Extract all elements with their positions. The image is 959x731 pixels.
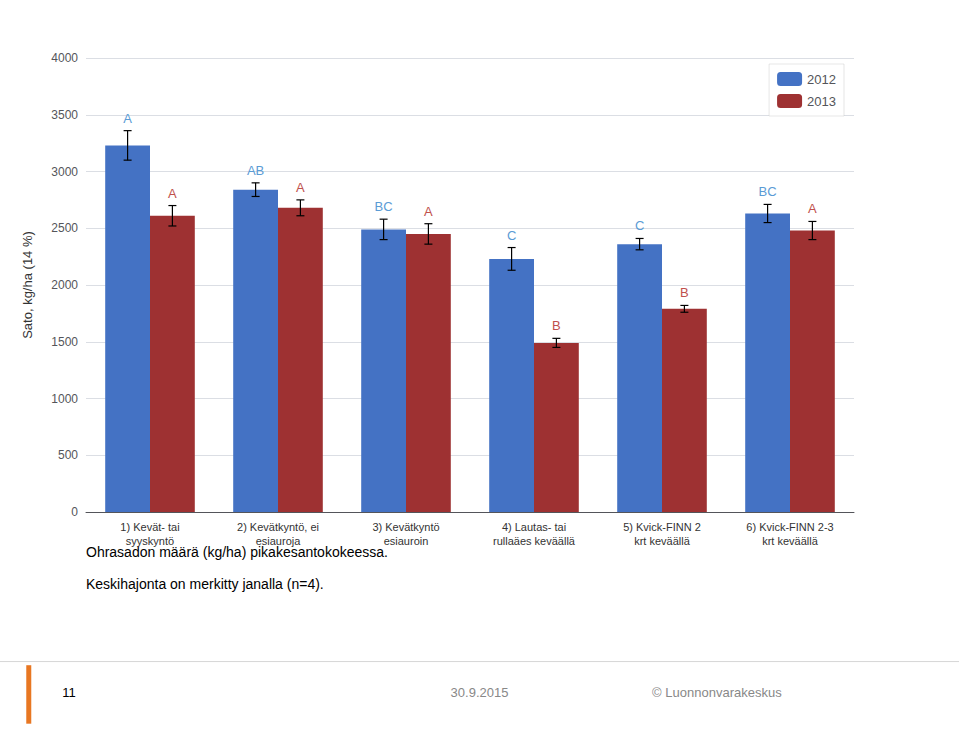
svg-text:C: C [507, 228, 516, 243]
svg-text:2500: 2500 [51, 221, 78, 235]
svg-text:2012: 2012 [807, 72, 836, 87]
svg-text:BC: BC [759, 184, 777, 199]
svg-text:B: B [552, 318, 561, 333]
svg-text:esiauroin: esiauroin [384, 535, 429, 547]
svg-text:krt keväällä: krt keväällä [634, 535, 691, 547]
svg-text:1) Kevät- tai: 1) Kevät- tai [120, 521, 179, 533]
svg-text:krt keväällä: krt keväällä [762, 535, 819, 547]
svg-text:4000: 4000 [51, 51, 78, 65]
svg-text:© Luonnonvarakeskus: © Luonnonvarakeskus [652, 685, 782, 700]
svg-text:C: C [635, 218, 644, 233]
svg-text:0: 0 [71, 505, 78, 519]
svg-text:Keskihajonta on merkitty janal: Keskihajonta on merkitty janalla (n=4). [86, 576, 324, 592]
svg-text:2) Kevätkyntö, ei: 2) Kevätkyntö, ei [237, 521, 319, 533]
svg-text:Ohrasadon määrä (kg/ha) pikake: Ohrasadon määrä (kg/ha) pikakesantokokee… [86, 543, 388, 560]
svg-text:6) Kvick-FINN 2-3: 6) Kvick-FINN 2-3 [746, 521, 833, 533]
svg-text:A: A [123, 111, 132, 126]
svg-text:A: A [808, 201, 817, 216]
svg-text:A: A [296, 180, 305, 195]
svg-text:500: 500 [58, 448, 78, 462]
svg-text:2000: 2000 [51, 278, 78, 292]
svg-text:rullaäes keväällä: rullaäes keväällä [493, 535, 576, 547]
svg-text:1000: 1000 [51, 392, 78, 406]
svg-text:A: A [424, 204, 433, 219]
svg-text:BC: BC [375, 199, 393, 214]
svg-text:2013: 2013 [807, 94, 836, 109]
svg-text:4) Lautas- tai: 4) Lautas- tai [502, 521, 566, 533]
svg-text:B: B [680, 285, 689, 300]
svg-text:esiauroja: esiauroja [256, 535, 302, 547]
svg-text:1500: 1500 [51, 335, 78, 349]
svg-text:3) Kevätkyntö: 3) Kevätkyntö [372, 521, 439, 533]
svg-text:3000: 3000 [51, 165, 78, 179]
svg-text:syyskyntö: syyskyntö [126, 535, 174, 547]
svg-text:AB: AB [247, 163, 264, 178]
svg-text:5) Kvick-FINN 2: 5) Kvick-FINN 2 [623, 521, 701, 533]
svg-text:Sato, kg/ha (14 %): Sato, kg/ha (14 %) [20, 231, 35, 339]
svg-text:30.9.2015: 30.9.2015 [451, 685, 509, 700]
svg-text:3500: 3500 [51, 108, 78, 122]
svg-text:A: A [168, 186, 177, 201]
svg-text:11: 11 [62, 685, 76, 700]
